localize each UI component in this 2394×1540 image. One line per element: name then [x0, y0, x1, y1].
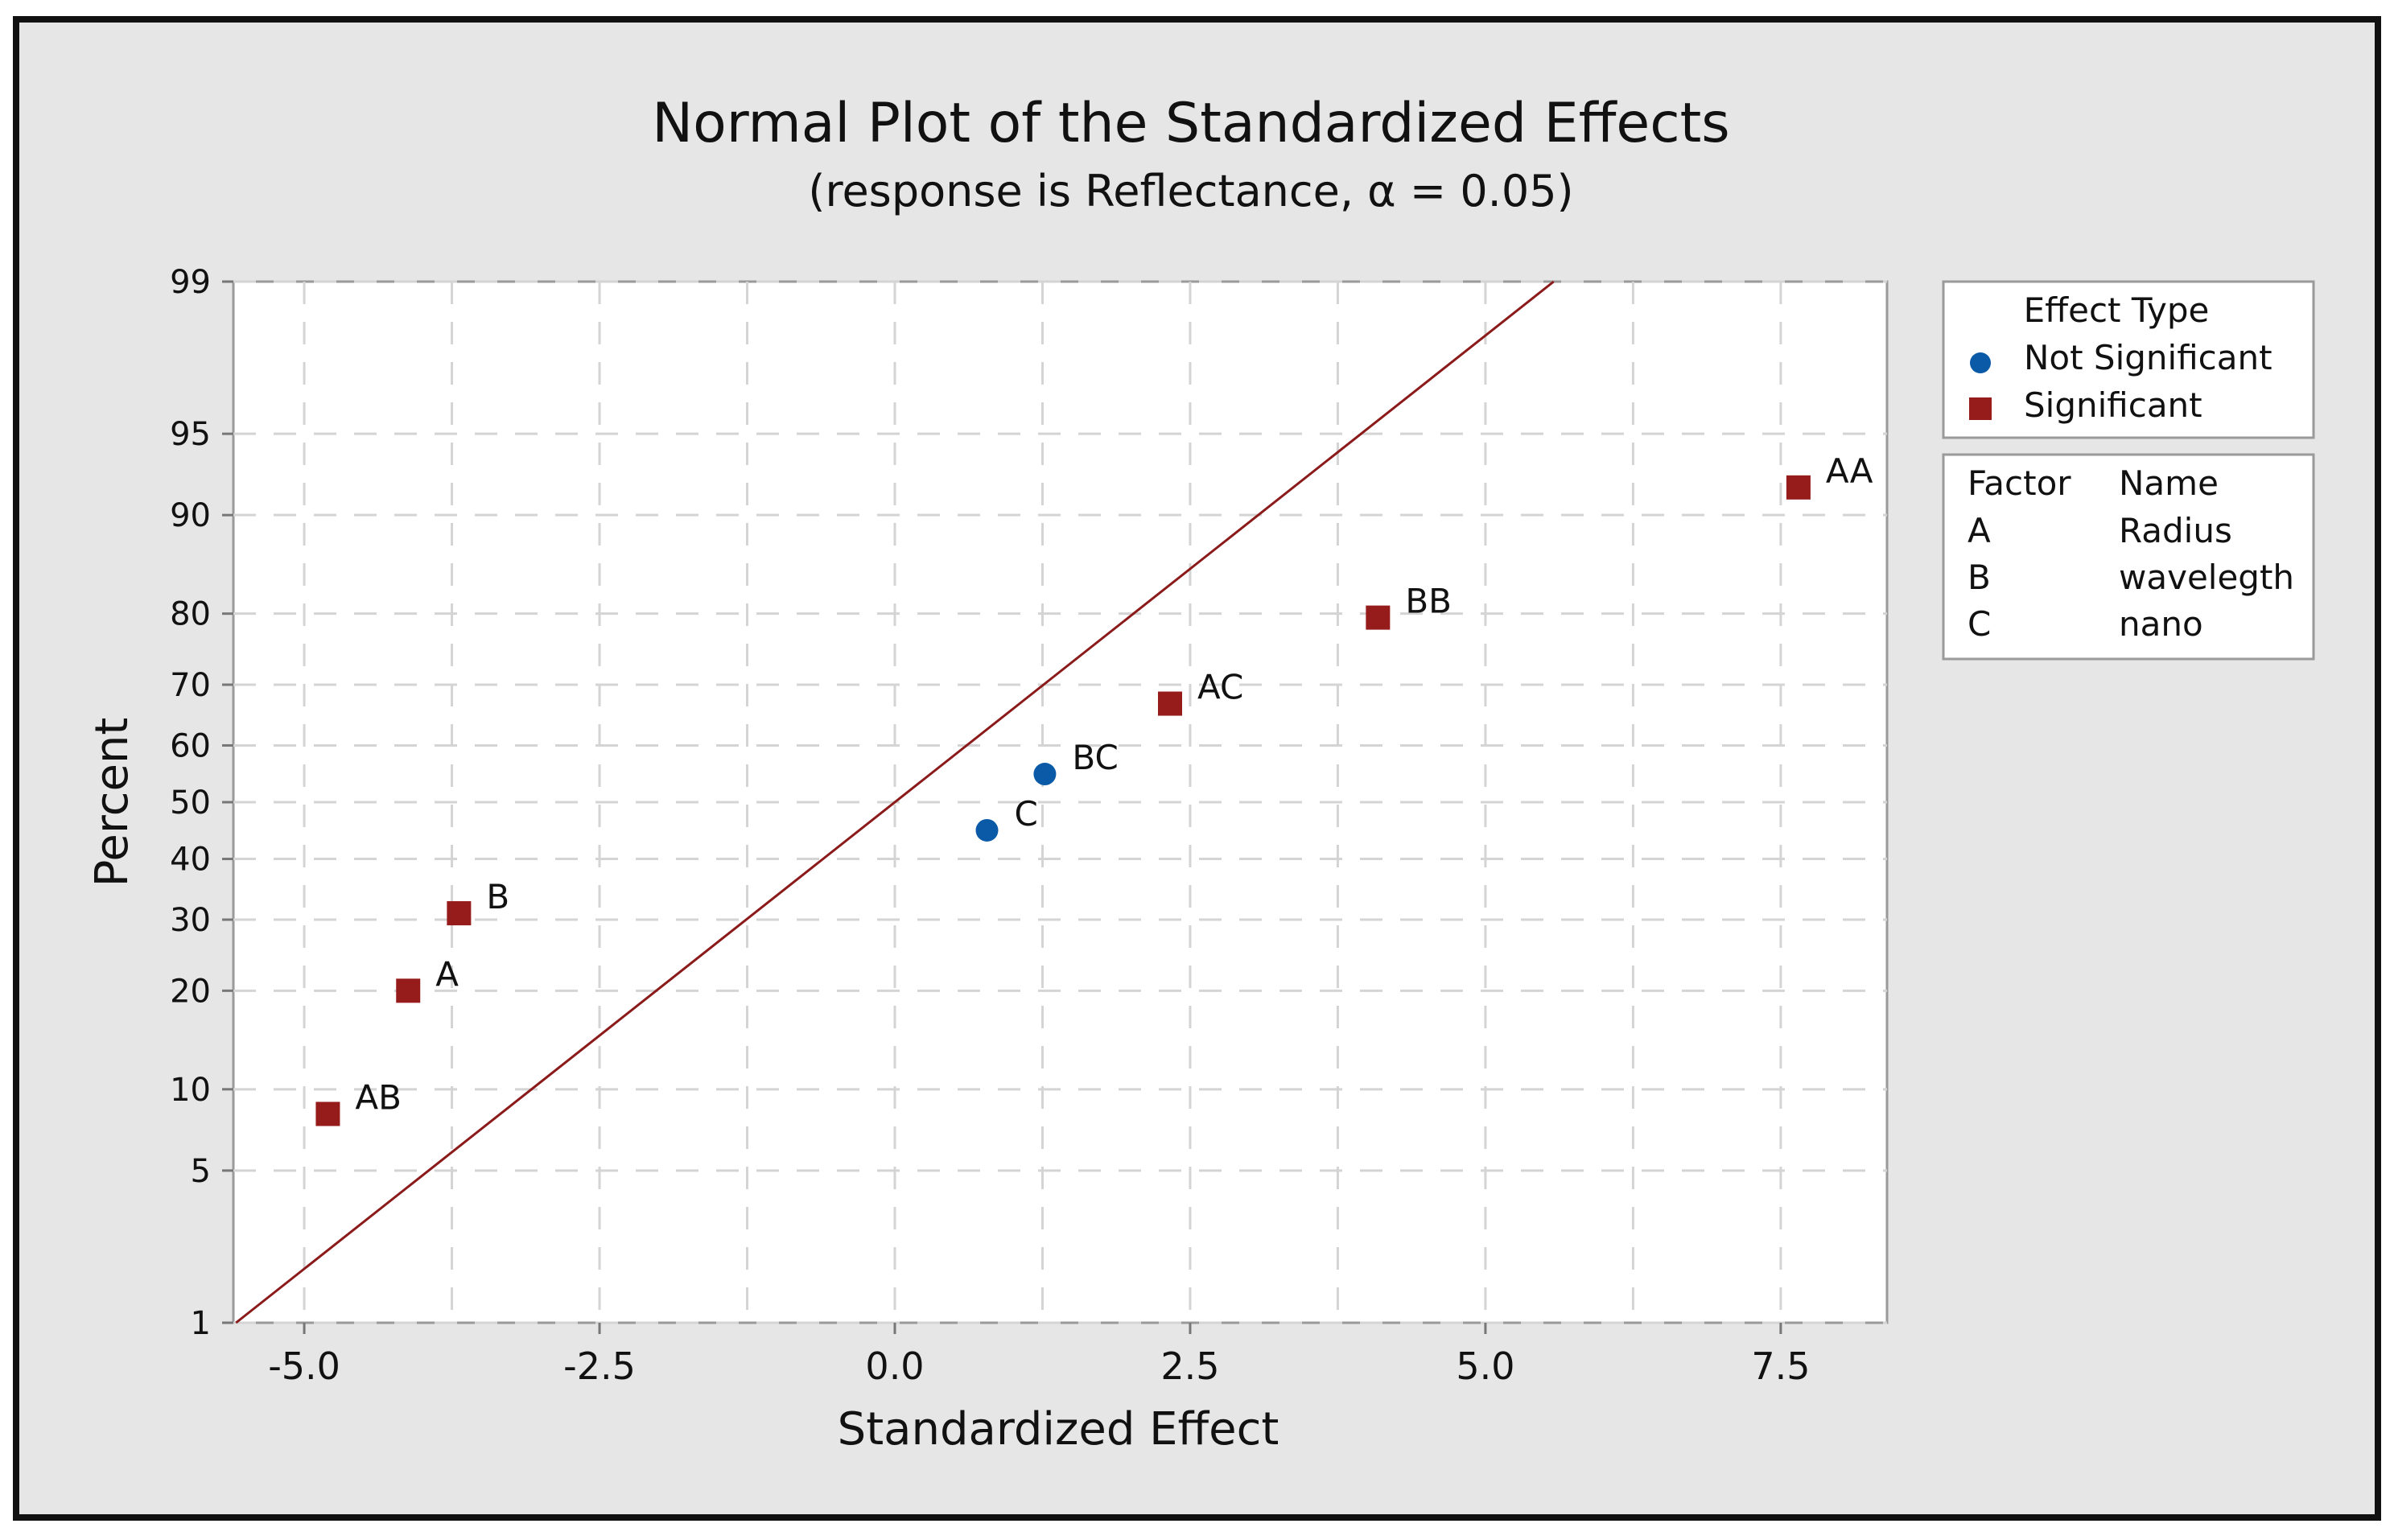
legend-factor-a: A: [1968, 511, 1991, 550]
point-a-label: A: [435, 954, 459, 994]
x-tick-label: 2.5: [1160, 1344, 1219, 1388]
legend-factor-b: B: [1968, 558, 1991, 597]
y-axis-label: Percent: [86, 718, 138, 887]
point-bc: [1033, 763, 1057, 786]
legend-name-b: wavelegth: [2119, 558, 2294, 597]
legend-effect-type-title: Effect Type: [2024, 290, 2210, 330]
y-tick-label: 80: [170, 596, 211, 633]
y-tick-label: 95: [170, 416, 211, 453]
legend-circle-icon: [1970, 352, 1991, 373]
y-tick-label: 5: [191, 1153, 211, 1190]
point-ab: [315, 1101, 340, 1126]
point-aa-label: AA: [1826, 451, 1873, 491]
x-axis-label: Standardized Effect: [838, 1403, 1279, 1456]
legend-square-icon: [1969, 397, 1992, 420]
point-a: [396, 978, 421, 1003]
legend-factors: Factor Name A Radius B wavelegth C nano: [1942, 453, 2315, 661]
y-tick-label: 99: [170, 264, 211, 301]
point-c-label: C: [1014, 794, 1037, 834]
y-axis: 1 5 10 20 30 40 50 60 70 80 90 95 99: [170, 264, 233, 1342]
point-bb: [1366, 605, 1391, 630]
y-tick-label: 30: [170, 902, 211, 939]
y-tick-label: 70: [170, 667, 211, 704]
y-tick-label: 40: [170, 842, 211, 879]
x-tick-label: 0.0: [865, 1344, 924, 1388]
point-b-label: B: [486, 877, 509, 916]
x-tick-label: 5.0: [1456, 1344, 1514, 1388]
legend-significant-label: Significant: [2024, 385, 2202, 425]
legend-effect-type-box: [1942, 280, 2315, 439]
y-tick-label: 1: [191, 1305, 211, 1342]
data-points: C BC AB AB AC BB AA: [315, 451, 1873, 1126]
point-bb-label: BB: [1405, 582, 1452, 621]
point-ac-label: AC: [1197, 668, 1243, 707]
legend-name-a: Radius: [2119, 511, 2232, 550]
legend-not-significant-label: Not Significant: [2024, 338, 2272, 377]
chart-title: Normal Plot of the Standardized Effects: [652, 92, 1729, 155]
point-ab-label: AB: [355, 1077, 402, 1117]
reference-line-group: [235, 280, 1555, 1324]
legend-factors-box: [1942, 453, 2315, 661]
y-tick-label: 50: [170, 784, 211, 821]
point-c: [975, 818, 999, 842]
point-ac: [1158, 691, 1183, 716]
legend-factor-c: C: [1968, 604, 1991, 644]
y-tick-label: 20: [170, 973, 211, 1010]
y-tick-label: 90: [170, 497, 211, 534]
point-aa: [1786, 475, 1811, 500]
x-tick-label: -2.5: [563, 1344, 636, 1388]
chart-subtitle: (response is Reflectance, α = 0.05): [808, 166, 1573, 216]
legend-name-header: Name: [2119, 463, 2219, 503]
y-tick-label: 60: [170, 727, 211, 764]
grid-lines: [233, 280, 1887, 1324]
x-tick-label: -5.0: [268, 1344, 340, 1388]
point-bc-label: BC: [1072, 738, 1118, 777]
x-axis: -5.0 -2.5 0.0 2.5 5.0 7.5: [268, 1323, 1810, 1388]
y-tick-label: 10: [170, 1072, 211, 1109]
legend-effect-type: Effect Type Not Significant Significant: [1942, 280, 2315, 439]
legend-name-c: nano: [2119, 604, 2203, 644]
reference-line: [235, 280, 1555, 1324]
x-tick-label: 7.5: [1751, 1344, 1810, 1388]
point-b: [447, 901, 472, 926]
legend-factor-header: Factor: [1968, 463, 2071, 503]
